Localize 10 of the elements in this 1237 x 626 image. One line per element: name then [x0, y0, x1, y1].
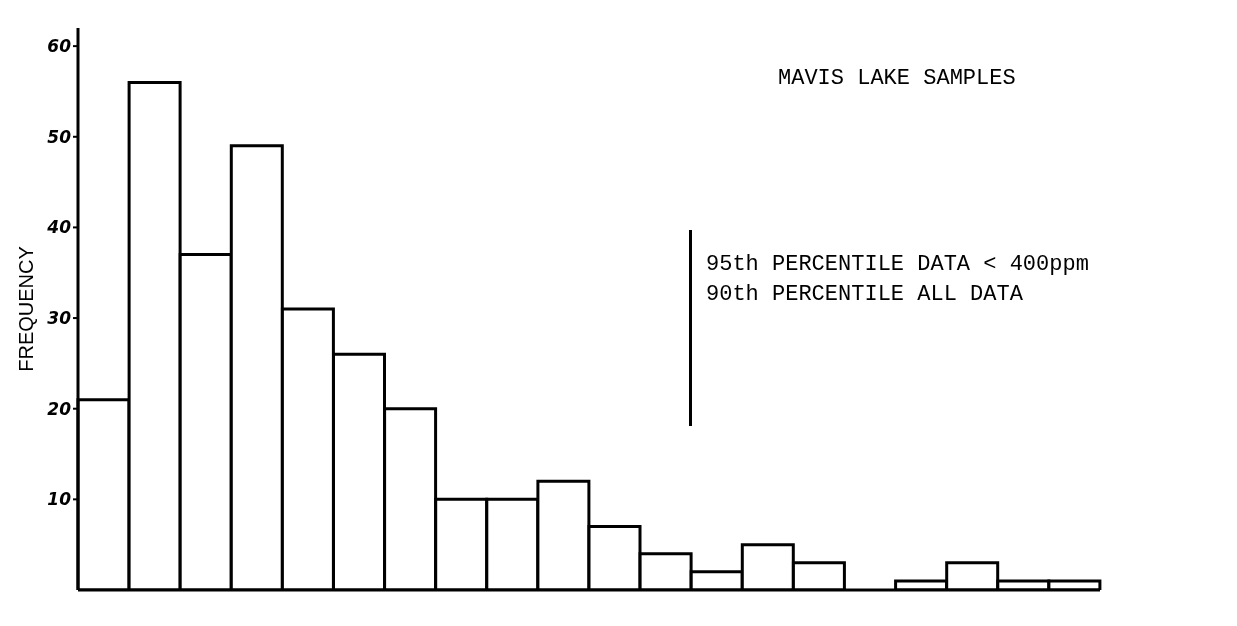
y-tick-label: 10 — [47, 489, 72, 510]
y-axis-title: FREQUENCY — [15, 246, 38, 372]
text: MAVIS LAKE SAMPLES — [778, 66, 1016, 91]
y-tick-label: 50 — [47, 126, 72, 147]
y-tick-label: 20 — [47, 398, 72, 419]
annotation: 90th PERCENTILE ALL DATA — [706, 281, 1024, 309]
y-tick-label: 30 — [47, 308, 72, 329]
annotation: 95th PERCENTILE DATA < 400ppm — [706, 251, 1089, 279]
y-tick-label: 60 — [47, 36, 72, 57]
y-tick-label: 40 — [46, 217, 72, 238]
